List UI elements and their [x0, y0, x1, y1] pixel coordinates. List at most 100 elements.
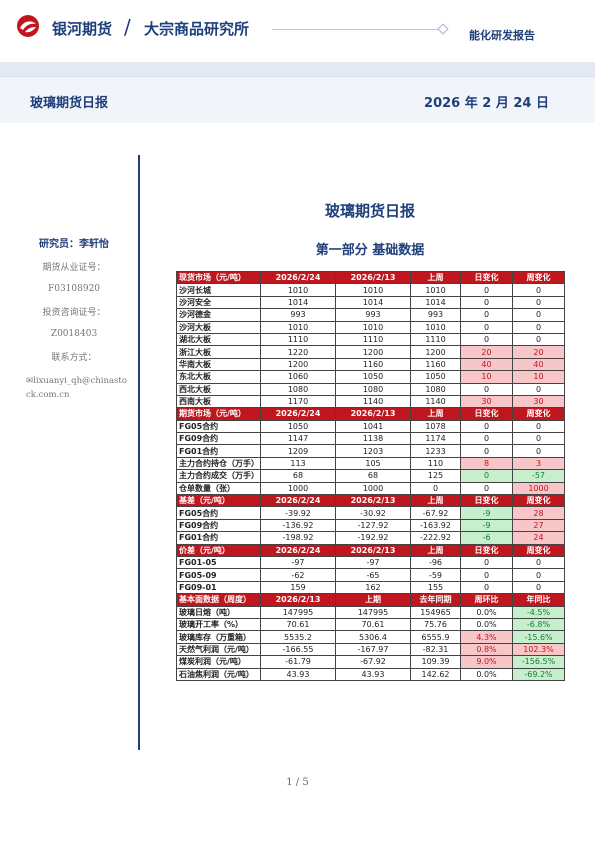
license-number: F03108920 [47, 284, 101, 294]
table-cell: 周变化 [512, 270, 565, 285]
table-cell: 1160 [335, 357, 411, 372]
row-label: 沙河安全 [176, 295, 261, 310]
table-row: 沙河安全 1014 1014 1014 0 0 [176, 295, 565, 310]
table-cell: 109.39 [410, 655, 461, 669]
table-cell: 2026/2/13 [335, 270, 411, 285]
table-cell: 70.61 [260, 617, 336, 632]
table-cell: 0 [512, 295, 565, 310]
table-cell: -67.92 [335, 655, 411, 669]
table-cell: -166.55 [260, 642, 336, 657]
diamond-ornament-icon [437, 23, 449, 35]
row-label: 价差（元/吨） [176, 543, 261, 558]
table-cell: 0 [512, 320, 565, 334]
table-cell: 142.62 [410, 667, 461, 681]
table-cell: 1110 [260, 332, 336, 347]
table-cell: 0 [512, 308, 565, 322]
table-cell: -61.79 [260, 655, 336, 669]
table-cell: 0 [460, 332, 513, 347]
table-cell: -127.92 [335, 518, 411, 533]
table-cell: 70.61 [335, 617, 411, 632]
row-label: 玻璃库存（万重箱） [176, 630, 261, 644]
table-cell: 43.93 [335, 667, 411, 681]
galaxy-logo-icon [17, 15, 39, 37]
row-label: 沙河大板 [176, 320, 261, 334]
table-cell: 0 [460, 580, 513, 595]
table-cell: 1050 [260, 419, 336, 434]
banner-title: 玻璃期货日报 [30, 96, 109, 111]
table-cell: 993 [410, 308, 461, 322]
table-cell: 20 [460, 345, 513, 359]
table-cell: 68 [260, 469, 336, 483]
header-band [0, 62, 595, 76]
table-row: 石油焦利润（元/吨） 43.93 43.93 142.62 0.0% -69.2% [176, 667, 565, 681]
table-row: 湖北大板 1110 1110 1110 0 0 [176, 332, 565, 347]
table-cell: 110 [410, 456, 461, 471]
table-cell: -30.92 [335, 506, 411, 520]
table-cell: 1080 [260, 382, 336, 396]
table-cell: 30 [512, 394, 565, 409]
table-cell: 40 [512, 357, 565, 372]
table-cell: 1200 [260, 357, 336, 372]
section-title: 第一部分 基础数据 [315, 243, 425, 258]
table-cell: -65 [335, 568, 411, 582]
row-label: FG09-01 [176, 580, 261, 595]
row-label: FG05-09 [176, 568, 261, 582]
table-row: FG09合约 1147 1138 1174 0 0 [176, 432, 565, 446]
table-cell: 9.0% [460, 655, 513, 669]
table-cell: 2026/2/24 [260, 407, 336, 421]
table-cell: 上周 [410, 270, 461, 285]
table-row: FG01-05 -97 -97 -96 0 0 [176, 555, 565, 570]
row-label: FG01合约 [176, 531, 261, 545]
table-cell: 周变化 [512, 407, 565, 421]
row-label: FG01-05 [176, 555, 261, 570]
table-row: 主力合约持仓（万手） 113 105 110 8 3 [176, 456, 565, 471]
table-cell: 0 [460, 481, 513, 496]
email-contact[interactable]: ✉lixuanyi_qh@chinasto ck.com.cn [26, 374, 128, 402]
table-cell: 5306.4 [335, 630, 411, 644]
table-cell: 0 [512, 382, 565, 396]
license-label: 期货从业证号： [42, 263, 106, 273]
sidebar: 研究员：李轩怡 期货从业证号： F03108920 投资咨询证号： Z00184… [20, 235, 128, 413]
table-cell: 1078 [410, 419, 461, 434]
row-label: 西南大板 [176, 394, 261, 409]
table-cell: 0.0% [460, 617, 513, 632]
report-type: 能化研发报告 [469, 29, 535, 42]
table-row: 仓单数量（张） 1000 1000 0 0 1000 [176, 481, 565, 496]
email-line-2: ck.com.cn [26, 390, 70, 400]
table-cell: 1200 [410, 345, 461, 359]
table-cell: 1233 [410, 444, 461, 458]
table-cell: 上周 [410, 543, 461, 558]
table-cell: 5535.2 [260, 630, 336, 644]
table-cell: 20 [512, 345, 565, 359]
table-cell: -15.6% [512, 630, 565, 644]
table-cell: 40 [460, 357, 513, 372]
data-table: 现货市场（元/吨） 2026/2/24 2026/2/13 上周 日变化 周变化 沙河长城 1… [176, 270, 565, 681]
table-cell: 4.3% [460, 630, 513, 644]
table-cell: 43.93 [260, 667, 336, 681]
table-cell: -57 [512, 469, 565, 483]
table-cell: 1170 [260, 394, 336, 409]
table-row: FG01合约 -198.92 -192.92 -222.92 -6 24 [176, 531, 565, 545]
row-label: 西北大板 [176, 382, 261, 396]
table-cell: 0 [460, 283, 513, 297]
row-label: 湖北大板 [176, 332, 261, 347]
table-cell: 0 [512, 568, 565, 582]
row-label: 沙河长城 [176, 283, 261, 297]
table-row: FG01合约 1209 1203 1233 0 0 [176, 444, 565, 458]
table-cell: 1110 [335, 332, 411, 347]
table-cell: 155 [410, 580, 461, 595]
consult-number: Z0018403 [50, 329, 98, 339]
table-cell: 1010 [410, 283, 461, 297]
table-cell: 周环比 [460, 593, 513, 607]
row-label: 沙河德金 [176, 308, 261, 322]
table-cell: -9 [460, 518, 513, 533]
table-cell: 0 [460, 568, 513, 582]
table-cell: 0 [410, 481, 461, 496]
table-cell: -59 [410, 568, 461, 582]
consult-label: 投资咨询证号： [42, 308, 106, 318]
table-cell: 年同比 [512, 593, 565, 607]
table-cell: 0 [512, 283, 565, 297]
contact-label: 联系方式： [51, 353, 97, 363]
table-cell: 1147 [260, 432, 336, 446]
table-cell: 68 [335, 469, 411, 483]
